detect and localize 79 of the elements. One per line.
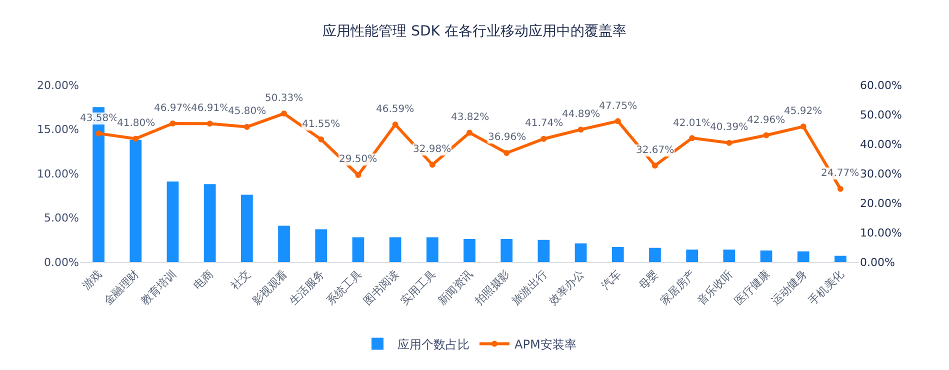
bar (574, 243, 587, 262)
bar (389, 237, 402, 262)
data-label: 40.39% (710, 122, 748, 133)
bar (278, 226, 290, 262)
data-label: 44.89% (562, 109, 600, 120)
bar (166, 181, 179, 262)
data-label: 24.77% (821, 168, 860, 179)
data-label: 46.59% (376, 104, 414, 115)
data-label: 29.50% (339, 154, 378, 165)
point (652, 162, 658, 169)
bar (686, 250, 698, 262)
legend-label: 应用个数占比 (398, 337, 470, 352)
data-label: 43.82% (451, 112, 490, 123)
bar (464, 238, 476, 262)
y2-tick-label: 30.00% (860, 167, 902, 180)
point (96, 130, 102, 136)
point (504, 150, 510, 156)
bar (797, 251, 810, 262)
point (689, 135, 696, 142)
y2-tick-label: 10.00% (860, 226, 902, 240)
y-tick-label: 5.00% (44, 212, 79, 225)
y2-tick-label: 50.00% (860, 108, 902, 122)
bar (426, 237, 438, 262)
point (578, 126, 584, 133)
legend-label: APM安装率 (514, 337, 576, 352)
y2-tick-label: 0.00% (860, 256, 895, 269)
y-tick-label: 10.00% (37, 167, 79, 180)
point (540, 136, 547, 142)
y2-tick-label: 20.00% (860, 196, 902, 210)
bar (204, 184, 216, 262)
point (206, 120, 213, 127)
y-tick-label: 15.00% (37, 123, 79, 136)
x-tick-label: 电商 (191, 268, 216, 292)
data-label: 43.58% (80, 113, 118, 124)
data-label: 32.98% (413, 144, 452, 155)
point (837, 186, 844, 192)
x-tick-label: 汽车 (599, 268, 624, 292)
data-label: 41.74% (525, 118, 564, 129)
data-label: 45.80% (228, 106, 266, 117)
bar (723, 250, 736, 262)
point (763, 132, 770, 138)
bar (352, 237, 364, 262)
data-label: 50.33% (265, 93, 304, 104)
data-label: 41.55% (302, 119, 340, 130)
point (281, 110, 288, 117)
y-tick-label: 0.00% (44, 256, 79, 269)
data-label: 36.96% (488, 132, 526, 143)
y2-tick-label: 60.00% (860, 78, 902, 92)
bar (538, 240, 550, 262)
point (392, 122, 398, 128)
bar (500, 238, 513, 262)
point (244, 124, 250, 130)
y-tick-label: 20.00% (37, 78, 79, 92)
bar (649, 248, 661, 262)
bar (130, 140, 142, 262)
point (355, 172, 362, 178)
data-label: 32.67% (636, 145, 674, 156)
point (132, 136, 139, 142)
point (726, 140, 732, 146)
bar (834, 256, 846, 262)
chart-title: 应用性能管理 SDK 在各行业移动应用中的覆盖率 (322, 24, 626, 40)
point (800, 124, 806, 130)
point (318, 136, 324, 142)
data-label: 42.96% (747, 115, 786, 126)
bar (612, 246, 624, 262)
data-label: 45.92% (784, 106, 822, 117)
data-label: 47.75% (599, 101, 638, 112)
y2-tick-label: 40.00% (860, 138, 902, 151)
bar (315, 229, 328, 262)
point (429, 162, 436, 168)
point (614, 118, 621, 124)
data-label: 46.91% (191, 103, 230, 114)
data-label: 42.01% (673, 118, 712, 129)
point (170, 120, 176, 126)
data-label: 46.97% (154, 103, 192, 114)
data-label: 41.80% (117, 118, 156, 129)
bar (240, 194, 253, 262)
bar (760, 250, 772, 262)
point (466, 130, 472, 136)
